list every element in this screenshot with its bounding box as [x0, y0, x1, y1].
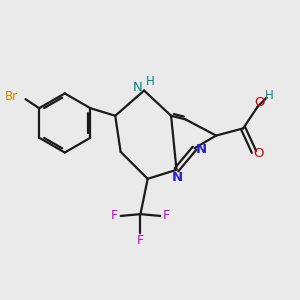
Text: N: N: [172, 171, 183, 184]
Text: F: F: [163, 209, 170, 222]
Text: O: O: [254, 96, 265, 109]
Text: F: F: [137, 234, 144, 247]
Text: N: N: [195, 143, 207, 157]
Text: H: H: [146, 75, 155, 88]
Text: F: F: [111, 209, 118, 222]
Text: N: N: [133, 81, 142, 94]
Text: Br: Br: [4, 90, 18, 103]
Text: H: H: [265, 89, 274, 102]
Text: O: O: [253, 147, 264, 160]
